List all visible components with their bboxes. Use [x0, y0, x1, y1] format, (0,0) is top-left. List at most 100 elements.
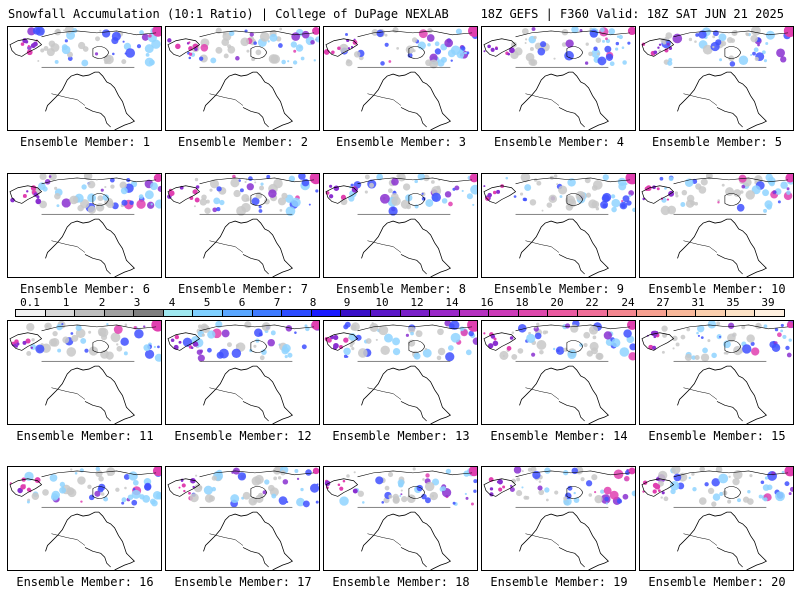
- ensemble-member-map: [7, 26, 162, 131]
- colorbar-tick-label: 24: [621, 296, 635, 309]
- alaska-outline: [167, 332, 201, 351]
- alaska-outline: [9, 332, 43, 351]
- hudson-bay-outline: [724, 46, 741, 59]
- us-mexico-border: [525, 240, 560, 253]
- us-mexico-border: [209, 533, 244, 546]
- alaska-outline: [9, 38, 43, 57]
- coastline: [361, 365, 452, 424]
- hudson-bay-outline: [566, 486, 583, 499]
- gulf-coastline: [558, 547, 585, 568]
- arctic-coastline: [673, 30, 789, 38]
- hudson-bay-outline: [408, 486, 425, 499]
- valid-time-label: 18Z GEFS | F360 Valid: 18Z SAT JUN 21 20…: [480, 7, 784, 21]
- alaska-outline: [325, 38, 359, 57]
- arctic-coastline: [41, 30, 157, 38]
- coastline: [203, 511, 294, 570]
- gulf-coastline: [400, 107, 427, 128]
- ensemble-member-label: Ensemble Member: 5: [651, 135, 783, 149]
- us-mexico-border: [367, 387, 402, 400]
- map-canvas: [9, 174, 161, 277]
- colorbar-segment: [16, 310, 46, 316]
- gulf-coastline: [716, 401, 743, 422]
- colorbar-segment: [400, 310, 431, 316]
- gulf-coastline: [716, 254, 743, 275]
- gulf-coastline: [242, 254, 269, 275]
- colorbar-tick-label: 18: [515, 296, 529, 309]
- coastline: [45, 218, 136, 277]
- ensemble-member-label: Ensemble Member: 7: [177, 282, 309, 296]
- map-canvas: [641, 27, 793, 130]
- colorbar-segment: [252, 310, 283, 316]
- ensemble-member-map: [165, 26, 320, 131]
- ensemble-member-label: Ensemble Member: 13: [332, 429, 470, 443]
- us-mexico-border: [683, 533, 718, 546]
- colorbar-segment: [193, 310, 224, 316]
- hudson-bay-outline: [92, 340, 109, 353]
- ensemble-member-label: Ensemble Member: 16: [16, 575, 154, 589]
- us-mexico-border: [209, 387, 244, 400]
- alaska-outline: [483, 332, 517, 351]
- colorbar-tick-label: 6: [238, 296, 246, 309]
- colorbar-tick-label: 9: [343, 296, 351, 309]
- ensemble-member-map: [323, 173, 478, 278]
- us-mexico-border: [367, 93, 402, 106]
- arctic-coastline: [515, 324, 631, 332]
- us-mexico-border: [683, 387, 718, 400]
- ensemble-member-label: Ensemble Member: 2: [177, 135, 309, 149]
- colorbar-segment: [75, 310, 105, 316]
- map-canvas: [324, 467, 477, 570]
- arctic-coastline: [515, 177, 631, 185]
- us-mexico-border: [525, 533, 560, 546]
- hudson-bay-outline: [724, 486, 741, 499]
- map-canvas: [9, 27, 161, 130]
- map-canvas: [9, 321, 161, 424]
- hudson-bay-outline: [408, 193, 425, 206]
- colorbar-segment: [104, 310, 135, 316]
- alaska-outline: [483, 478, 517, 497]
- alaska-outline: [325, 185, 359, 204]
- hudson-bay-outline: [92, 193, 109, 206]
- us-mexico-border: [209, 93, 244, 106]
- colorbar-tick-label: 3: [133, 296, 141, 309]
- arctic-coastline: [673, 470, 789, 478]
- gulf-coastline: [716, 107, 743, 128]
- alaska-outline: [167, 478, 201, 497]
- us-mexico-border: [683, 240, 718, 253]
- hudson-bay-outline: [724, 340, 741, 353]
- arctic-coastline: [357, 324, 473, 332]
- gulf-coastline: [84, 107, 111, 128]
- ensemble-member-label: Ensemble Member: 15: [648, 429, 786, 443]
- colorbar-segment: [696, 310, 726, 316]
- arctic-coastline: [515, 470, 631, 478]
- alaska-outline: [483, 38, 517, 57]
- colorbar-tick-label: 35: [726, 296, 740, 309]
- colorbar-tick-label: 20: [550, 296, 564, 309]
- us-mexico-border: [525, 387, 560, 400]
- ensemble-member-label: Ensemble Member: 18: [332, 575, 470, 589]
- coastline: [677, 71, 768, 130]
- arctic-coastline: [673, 177, 789, 185]
- arctic-coastline: [41, 324, 157, 332]
- colorbar-tick-label: 16: [480, 296, 494, 309]
- colorbar-segment: [341, 310, 371, 316]
- ensemble-member-label: Ensemble Member: 19: [490, 575, 628, 589]
- hudson-bay-outline: [566, 193, 583, 206]
- ensemble-member-map: [639, 173, 794, 278]
- colorbar-segment: [163, 310, 194, 316]
- colorbar-tick-label: 7: [273, 296, 281, 309]
- ensemble-member-label: Ensemble Member: 17: [174, 575, 312, 589]
- alaska-outline: [9, 478, 43, 497]
- alaska-outline: [483, 185, 517, 204]
- coastline: [519, 511, 610, 570]
- map-canvas: [641, 321, 793, 424]
- map-canvas: [167, 467, 319, 570]
- coastline: [203, 71, 294, 130]
- gulf-coastline: [558, 254, 585, 275]
- coastline: [45, 71, 136, 130]
- colorbar-tick-label: 22: [585, 296, 599, 309]
- gulf-coastline: [400, 254, 427, 275]
- map-canvas: [483, 174, 635, 277]
- us-mexico-border: [525, 93, 560, 106]
- arctic-coastline: [199, 470, 315, 478]
- ensemble-member-map: [481, 173, 636, 278]
